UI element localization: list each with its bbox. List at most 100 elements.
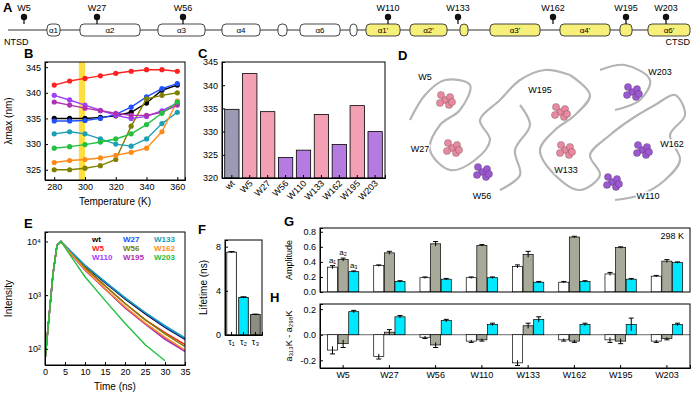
tick-label: 340 — [140, 182, 155, 192]
point — [159, 86, 164, 91]
tick-label: W162 — [563, 370, 587, 380]
pin-label: W5 — [17, 3, 31, 13]
tick: W27 — [252, 175, 272, 199]
legend-entry: wt — [91, 235, 101, 244]
atom — [633, 149, 640, 156]
error-line — [444, 278, 449, 279]
error-bar — [572, 236, 577, 238]
tick: W56 — [426, 365, 445, 380]
error-line — [582, 280, 587, 281]
axis-line — [46, 63, 49, 181]
tick-label: 0.0 — [303, 330, 316, 340]
error-bar — [241, 297, 247, 298]
error-line — [515, 264, 520, 265]
x-axis-title: Temperature (K) — [79, 196, 151, 207]
point — [82, 106, 87, 111]
panel: τ₁τ₂τ₃048Lifetime (ns) — [198, 240, 263, 347]
error-bar — [561, 339, 566, 342]
helix — [460, 24, 468, 36]
series-line — [54, 93, 177, 170]
tick-label: 8 — [216, 242, 221, 252]
error-bar — [526, 323, 531, 328]
bar — [374, 335, 384, 357]
point — [159, 129, 164, 134]
tick: 30 — [160, 362, 170, 377]
point — [129, 144, 134, 149]
bar — [523, 254, 533, 292]
backbone — [410, 70, 570, 170]
bar — [441, 321, 451, 335]
tick-label: 320 — [109, 182, 124, 192]
backbone — [540, 75, 685, 200]
error-bar — [330, 266, 335, 269]
tick: τ₂ — [240, 332, 248, 347]
domain-map: α1α2α3α4α6α1'α2'α3'α4'α6'W5W27W56W110W13… — [4, 3, 691, 47]
bar — [512, 335, 522, 363]
tick-label: W27 — [380, 370, 399, 380]
error-line — [515, 365, 520, 366]
point — [82, 118, 87, 123]
panel: wtW5W27W56W110W133W162W195W2033203253303… — [203, 57, 386, 202]
point — [175, 110, 180, 115]
point — [52, 93, 57, 98]
residue — [551, 103, 570, 120]
x-axis: wtW5W27W56W110W133W162W195W203 — [223, 175, 386, 202]
point — [129, 124, 134, 129]
atom — [436, 99, 443, 106]
error-line — [664, 259, 669, 260]
series-label: a₁ — [329, 256, 336, 265]
panel-letter: A — [3, 0, 13, 15]
tick: 15 — [100, 362, 110, 377]
atom — [645, 148, 652, 155]
error-bar — [423, 277, 428, 279]
error-line — [229, 251, 235, 252]
error-bar — [664, 260, 669, 263]
error-line — [241, 296, 247, 297]
backbone — [500, 105, 530, 190]
tick: τ₃ — [252, 332, 260, 347]
bar — [487, 324, 497, 334]
error-bar — [423, 336, 428, 339]
error-line — [444, 319, 449, 320]
error-bar — [387, 251, 392, 254]
error-line — [490, 323, 495, 324]
bar — [569, 237, 579, 292]
pin-label: W56 — [174, 3, 193, 13]
helix — [350, 24, 357, 36]
error-line — [435, 342, 436, 347]
point — [129, 131, 134, 136]
helix — [490, 24, 540, 36]
point — [82, 131, 87, 136]
plot-frame — [320, 304, 690, 368]
tick: 8 — [216, 242, 228, 252]
error-bar — [330, 346, 335, 354]
error-line — [433, 347, 438, 348]
error-bar — [536, 317, 541, 322]
bar — [466, 278, 476, 292]
point — [52, 146, 57, 151]
annotation: 298 K — [660, 231, 684, 241]
error-line — [469, 342, 474, 343]
error-line — [610, 337, 611, 342]
point — [159, 93, 164, 98]
point — [129, 105, 134, 110]
error-line — [654, 275, 659, 276]
error-line — [526, 323, 531, 324]
error-line — [423, 338, 428, 339]
atom — [437, 91, 444, 98]
atom — [635, 90, 642, 97]
helix — [222, 24, 260, 36]
tick-label: 10⁴ — [27, 237, 41, 247]
plot-area — [320, 310, 690, 365]
error-line — [378, 354, 379, 359]
series-line — [45, 241, 185, 360]
tick-label: 325 — [203, 150, 218, 160]
plot-frame — [45, 62, 185, 180]
tick-label: 0.2 — [303, 272, 316, 282]
error-bar — [444, 319, 449, 322]
error-bar — [397, 281, 402, 283]
bar — [616, 248, 626, 292]
legend-entry: W27 — [123, 235, 140, 244]
bar — [296, 150, 310, 178]
backbone — [600, 65, 650, 110]
